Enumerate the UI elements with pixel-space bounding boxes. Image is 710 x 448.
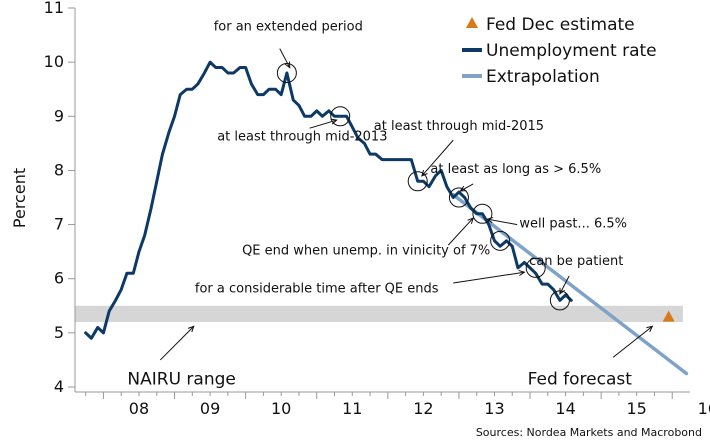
annotation-leader: [559, 275, 570, 295]
legend: Fed Dec estimate Unemployment rate Extrapo…: [462, 15, 657, 87]
x-tick-label: 09: [200, 399, 220, 418]
unemployment-line: [84, 60, 573, 340]
annotation-arrowhead: [518, 269, 526, 277]
fed-estimate-layer: [662, 310, 675, 322]
y-tick-label: 9: [54, 106, 64, 125]
x-tick-label: 10: [271, 399, 291, 418]
highlight-circle: [330, 106, 351, 127]
highlight-circle: [525, 257, 546, 278]
annotation-arrowhead: [330, 118, 338, 125]
annotation-leader: [279, 48, 291, 68]
x-tick-label: 11: [342, 399, 362, 418]
annotation-leader: [487, 218, 518, 226]
highlight-circle: [448, 187, 469, 208]
x-tick-label: 14: [555, 399, 575, 418]
annotation-arrowhead: [187, 325, 195, 333]
extrapolation-line: [451, 193, 689, 376]
annotation-label: well past... 6.5%: [519, 216, 627, 231]
highlight-circle: [472, 203, 493, 224]
nairu-band: [75, 305, 683, 323]
annotation-arrowhead: [459, 185, 467, 192]
y-tick-label: 11: [44, 0, 64, 17]
legend-label: Unemployment rate: [486, 41, 657, 61]
annotation-label: at least as long as > 6.5%: [430, 162, 601, 177]
highlight-circles-layer: [276, 62, 570, 311]
annotation-label: at least through mid-2013: [217, 130, 387, 145]
unemployment-layer: [84, 60, 573, 340]
annotation-arrowhead: [559, 287, 565, 295]
annotation-arrowhead: [646, 325, 654, 332]
y-tick-label: 6: [54, 269, 64, 288]
y-tick-label: 5: [54, 323, 64, 342]
annotation-arrowhead: [486, 217, 494, 224]
annotation-label: QE end when unemp. in vinicity of 7%: [242, 243, 490, 258]
fed-estimate-marker: [662, 310, 675, 322]
highlight-circle: [276, 62, 297, 83]
annotation-label: for an extended period: [214, 20, 363, 35]
nairu-band-layer: [75, 305, 683, 323]
extrapolation-layer: [451, 193, 689, 376]
y-axis-label: Percent: [10, 168, 29, 228]
annotation-leader: [447, 217, 474, 246]
axes-layer: 4 5 6 7 8 9 10 11 08 09 10 11 12 13 14 15 16: [44, 0, 710, 418]
annotations-layer: for an extended period at least through m…: [127, 20, 654, 389]
x-tick-label: 12: [413, 399, 433, 418]
y-tick-label: 4: [54, 377, 64, 396]
y-tick-label: 7: [54, 215, 64, 234]
annotation-arrowhead: [467, 217, 474, 224]
highlight-circle: [490, 230, 511, 251]
annotation-leader: [460, 183, 474, 192]
annotation-arrowhead: [421, 169, 428, 177]
y-tick-label: 10: [44, 52, 64, 71]
x-tick-label: 16: [698, 399, 710, 418]
highlight-circle: [407, 171, 428, 192]
annotation-arrowhead: [284, 61, 291, 69]
annotation-label: NAIRU range: [127, 369, 235, 389]
legend-swatch-fed: [466, 17, 478, 28]
annotation-label: at least through mid-2015: [374, 119, 544, 134]
annotation-leader: [309, 119, 337, 129]
x-tick-label: 13: [484, 399, 504, 418]
x-tick-label: 08: [129, 399, 149, 418]
annotation-leader: [612, 325, 653, 358]
legend-label: Fed Dec estimate: [486, 15, 635, 35]
source-note: Sources: Nordea Markets and Macrobond: [476, 426, 702, 439]
annotation-leader: [159, 326, 195, 361]
annotation-leader: [421, 139, 454, 177]
legend-label: Extrapolation: [486, 67, 600, 87]
annotation-leader: [453, 271, 525, 284]
y-tick-label: 8: [54, 160, 64, 179]
annotation-label: Fed forecast: [528, 369, 633, 389]
x-tick-label: 15: [626, 399, 646, 418]
annotation-label: can be patient: [529, 254, 623, 269]
annotation-label: for a considerable time after QE ends: [195, 281, 439, 296]
